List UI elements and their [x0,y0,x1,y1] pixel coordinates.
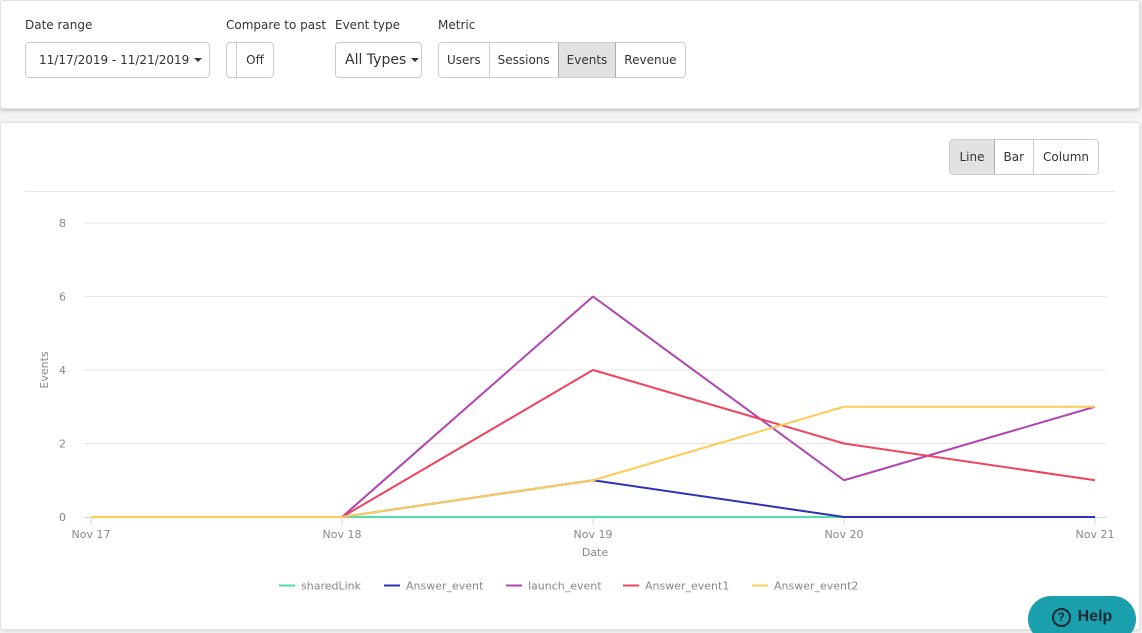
date-range-picker[interactable]: 11/17/2019 - 11/21/2019 [25,42,210,78]
chart-type-bar-button[interactable]: Bar [994,140,1034,174]
series-line-Answer_event[interactable] [91,479,1095,518]
date-range-group: Date range 11/17/2019 - 11/21/2019 [25,17,210,78]
chevron-down-icon [194,58,203,62]
x-tick-label: Nov 17 [72,528,111,541]
help-label: Help [1077,608,1113,625]
metric-label: Metric [438,18,476,32]
y-tick-label: 6 [59,291,66,304]
chart-gridlines [84,222,1106,444]
x-tick-label: Nov 20 [825,528,864,541]
legend-label: Answer_event [406,580,484,593]
series-line-Answer_event2[interactable] [91,405,1095,518]
x-axis-title: Date [582,546,609,559]
y-tick-label: 2 [59,438,66,451]
y-axis-ticks: 0 2 4 6 8 [59,217,66,524]
legend-label: Answer_event1 [645,580,729,593]
legend-item-launch_event[interactable]: launch_event [506,580,602,593]
toggle-knob [227,43,237,77]
event-type-group: Event type All Types [335,17,422,78]
date-range-label: Date range [25,18,93,32]
compare-label: Compare to past [226,18,327,32]
chart-series [91,295,1096,518]
x-axis: Nov 17 Nov 18 Nov 19 Nov 20 Nov 21 [72,517,1115,541]
legend-item-Answer_event1[interactable]: Answer_event1 [623,580,729,593]
chart-type-column-button[interactable]: Column [1033,140,1098,174]
legend-item-Answer_event[interactable]: Answer_event [384,580,484,593]
chevron-down-icon [411,58,420,62]
panel-divider [25,191,1115,192]
legend-item-Answer_event2[interactable]: Answer_event2 [752,580,858,593]
compare-group: Compare to past Off [226,17,326,81]
metric-button-group: Users Sessions Events Revenue [438,42,686,78]
legend-label: sharedLink [301,580,362,593]
y-axis-title: Events [38,351,51,389]
y-tick-label: 8 [59,217,66,230]
metric-events-button[interactable]: Events [557,43,617,77]
filter-panel: Date range 11/17/2019 - 11/21/2019 Compa… [0,0,1140,109]
legend-item-sharedLink[interactable]: sharedLink [279,580,362,593]
y-tick-label: 4 [59,364,66,377]
compare-toggle[interactable]: Off [226,42,274,78]
metric-sessions-button[interactable]: Sessions [488,43,558,77]
chart-type-line-button[interactable]: Line [950,140,995,174]
event-type-value: All Types [345,52,407,68]
chart-type-button-group: Line Bar Column [949,139,1099,175]
legend-label: launch_event [528,580,602,593]
x-tick-label: Nov 18 [323,528,362,541]
help-button[interactable]: ? Help [1028,596,1136,633]
chart-legend: sharedLink Answer_event launch_event Answer… [279,580,858,593]
x-tick-label: Nov 21 [1076,528,1115,541]
date-range-value: 11/17/2019 - 11/21/2019 [39,53,190,67]
legend-label: Answer_event2 [774,580,858,593]
chart-panel: Line Bar Column [0,122,1140,630]
x-tick-label: Nov 19 [574,528,613,541]
event-type-dropdown[interactable]: All Types [335,42,422,78]
question-circle-icon: ? [1051,607,1071,627]
compare-toggle-state: Off [246,53,264,67]
metric-revenue-button[interactable]: Revenue [616,43,685,77]
metric-users-button[interactable]: Users [439,43,489,77]
event-type-label: Event type [335,18,400,32]
y-tick-label: 0 [59,511,66,524]
metric-group: Metric Users Sessions Events Revenue [438,17,686,78]
